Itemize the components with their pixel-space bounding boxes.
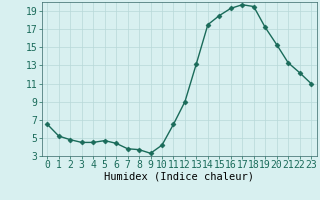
X-axis label: Humidex (Indice chaleur): Humidex (Indice chaleur) — [104, 172, 254, 182]
